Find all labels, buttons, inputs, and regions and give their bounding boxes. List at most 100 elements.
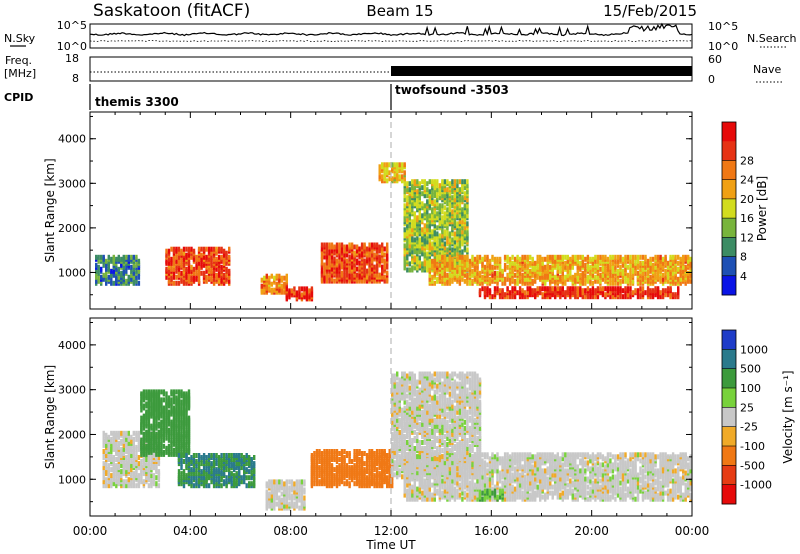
heatmap-cell — [411, 235, 414, 241]
heatmap-cell — [217, 266, 221, 272]
heatmap-cell — [436, 211, 439, 217]
heatmap-cell — [626, 292, 630, 298]
heatmap-cell — [448, 254, 452, 260]
heatmap-cell — [446, 278, 449, 284]
heatmap-cell — [195, 459, 198, 464]
heatmap-cell — [523, 254, 527, 260]
heatmap-cell — [125, 268, 128, 274]
heatmap-cell — [167, 395, 171, 401]
heatmap-cell — [446, 235, 449, 241]
heatmap-cell — [360, 451, 364, 456]
heatmap-cell — [453, 219, 457, 225]
heatmap-cell — [677, 266, 680, 272]
heatmap-cell — [197, 274, 201, 280]
heatmap-cell — [654, 286, 657, 292]
heatmap-cell — [137, 461, 141, 467]
heatmap-cell — [423, 261, 426, 267]
heatmap-cell — [120, 463, 123, 469]
heatmap-cell — [265, 481, 268, 487]
heatmap-cell — [107, 467, 110, 473]
heatmap-cell — [661, 276, 665, 282]
heatmap-cell — [606, 262, 610, 268]
heatmap-cell — [559, 268, 562, 274]
heatmap-cell — [325, 242, 329, 248]
heatmap-cell — [446, 272, 449, 278]
heatmap-cell — [624, 286, 627, 292]
heatmap-cell — [348, 465, 351, 471]
heatmap-cell — [233, 453, 236, 458]
heatmap-cell — [664, 274, 667, 280]
heatmap-cell — [192, 274, 196, 280]
heatmap-cell — [564, 260, 567, 266]
heatmap-cell — [170, 449, 173, 455]
heatmap-cell — [383, 264, 386, 270]
heatmap-cell — [443, 205, 447, 211]
heatmap-cell — [413, 179, 416, 185]
heatmap-cell — [348, 242, 351, 248]
heatmap-cell — [671, 292, 675, 298]
heatmap-cell — [200, 270, 203, 276]
heatmap-cell — [330, 248, 334, 254]
heatmap-cell — [150, 431, 153, 437]
heatmap-cell — [240, 457, 243, 462]
heatmap-cell — [338, 258, 341, 264]
heatmap-cell — [175, 395, 178, 401]
heatmap-cell — [160, 439, 163, 445]
heatmap-cell — [458, 274, 462, 280]
heatmap-cell — [503, 280, 507, 286]
heatmap-cell — [453, 251, 457, 257]
heatmap-cell — [481, 286, 484, 292]
heatmap-cell — [599, 254, 602, 260]
heatmap-region-5 — [310, 449, 394, 489]
heatmap-cell — [581, 276, 584, 282]
heatmap-region-9 — [478, 286, 680, 300]
heatmap-cell — [508, 290, 512, 296]
heatmap-cell — [360, 278, 364, 284]
heatmap-cell — [125, 430, 128, 436]
heatmap-cell — [275, 495, 278, 501]
heatmap-cell — [130, 453, 133, 458]
heatmap-cell — [561, 286, 564, 292]
heatmap-cell — [651, 262, 655, 268]
heatmap-cell — [436, 254, 439, 260]
heatmap-cell — [456, 256, 459, 262]
heatmap-cell — [443, 254, 447, 260]
heatmap-cell — [107, 463, 110, 469]
heatmap-cell — [458, 197, 462, 203]
heatmap-cell — [554, 254, 557, 260]
heatmap-cell — [631, 290, 635, 296]
heatmap-cell — [185, 413, 188, 419]
heatmap-cell — [661, 272, 665, 278]
heatmap-cell — [646, 258, 650, 264]
heatmap-cell — [155, 421, 158, 427]
heatmap-cell — [240, 479, 243, 485]
heatmap-cell — [466, 254, 469, 260]
heatmap-cell — [155, 389, 158, 395]
heatmap-cell — [682, 264, 685, 270]
heatmap-cell — [268, 275, 271, 281]
heatmap-cell — [177, 469, 181, 475]
heatmap-cell — [596, 278, 600, 284]
heatmap-cell — [190, 264, 193, 270]
heatmap-cell — [687, 270, 690, 276]
heatmap-cell — [335, 475, 339, 481]
heatmap-cell — [140, 459, 143, 464]
heatmap-cell — [451, 278, 454, 284]
heatmap-cell — [571, 290, 574, 296]
heatmap-cell — [333, 449, 336, 454]
heatmap-cell — [684, 264, 687, 270]
heatmap-cell — [518, 274, 522, 280]
heatmap-cell — [368, 256, 371, 262]
heatmap-cell — [441, 203, 444, 209]
heatmap-cell — [212, 459, 216, 464]
heatmap-cell — [225, 467, 228, 473]
heatmap-cell — [190, 254, 193, 260]
heatmap-cell — [175, 268, 178, 274]
heatmap-cell — [145, 467, 148, 473]
heatmap-cell — [461, 254, 464, 260]
heatmap-cell — [353, 453, 356, 458]
heatmap-cell — [421, 213, 424, 219]
heatmap-cell — [403, 162, 406, 168]
heatmap-cell — [132, 270, 135, 276]
heatmap-cell — [348, 264, 351, 270]
